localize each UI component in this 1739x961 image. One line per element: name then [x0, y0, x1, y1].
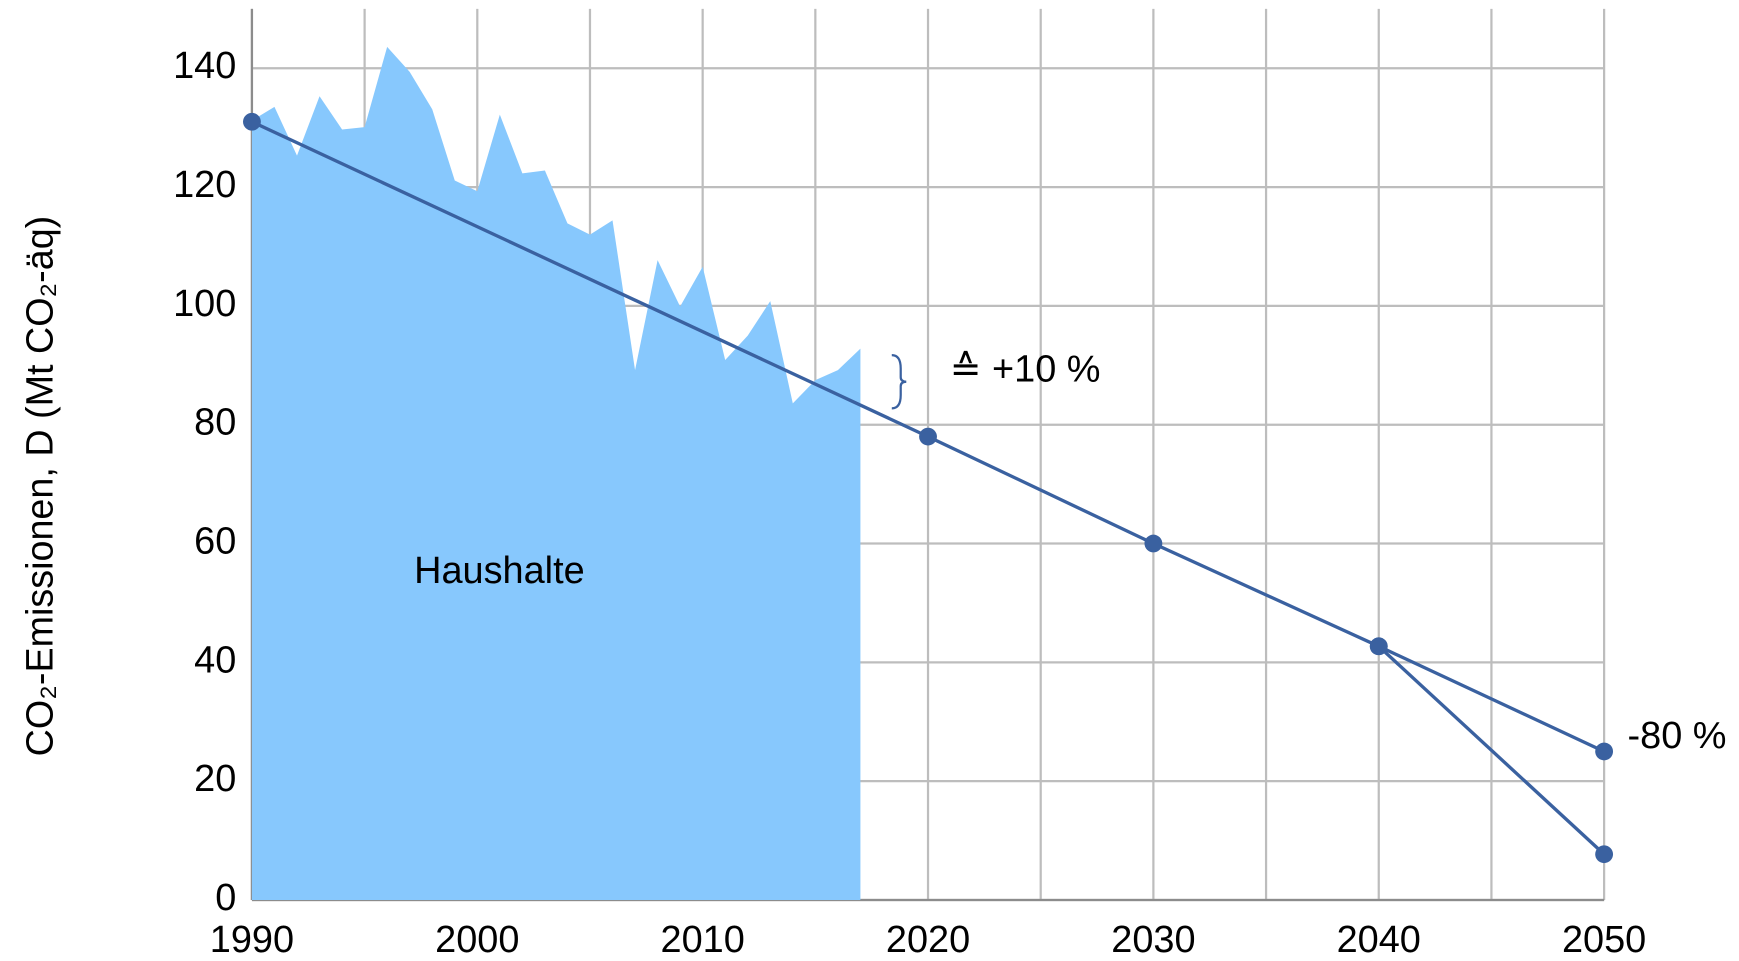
y-tick-label: 20 — [194, 758, 236, 800]
x-tick-label: 2020 — [886, 919, 970, 961]
annotation: ≙ +10 % — [950, 349, 1101, 391]
brace — [891, 353, 907, 410]
marks — [243, 46, 1614, 900]
y-tick-label: 100 — [173, 283, 236, 325]
area — [251, 46, 861, 900]
y-tick-label: 0 — [215, 877, 236, 919]
y-axis-label: CO₂-Emissionen, D (Mt CO₂-äq) — [19, 216, 61, 757]
x-tick-label: 2030 — [1111, 919, 1195, 961]
x-tick-label: 2010 — [661, 919, 745, 961]
annotation: -80 % — [1628, 715, 1727, 757]
x-tick-label: 2050 — [1562, 919, 1646, 961]
marker — [1595, 845, 1614, 864]
y-tick-label: 40 — [194, 639, 236, 681]
marker — [1595, 742, 1614, 761]
line — [1377, 645, 1606, 856]
y-tick-label: 120 — [173, 164, 236, 206]
marker — [919, 427, 937, 446]
area-label: Haushalte — [414, 550, 585, 592]
marker — [1369, 637, 1388, 656]
x-tick-label: 2000 — [435, 919, 519, 961]
y-tick-label: 80 — [194, 402, 236, 444]
y-tick-label: 140 — [173, 45, 236, 87]
marker — [243, 112, 261, 131]
marker — [1144, 534, 1163, 553]
x-tick-label: 1990 — [210, 919, 294, 961]
x-tick-label: 2040 — [1337, 919, 1421, 961]
y-tick-label: 60 — [194, 521, 236, 563]
